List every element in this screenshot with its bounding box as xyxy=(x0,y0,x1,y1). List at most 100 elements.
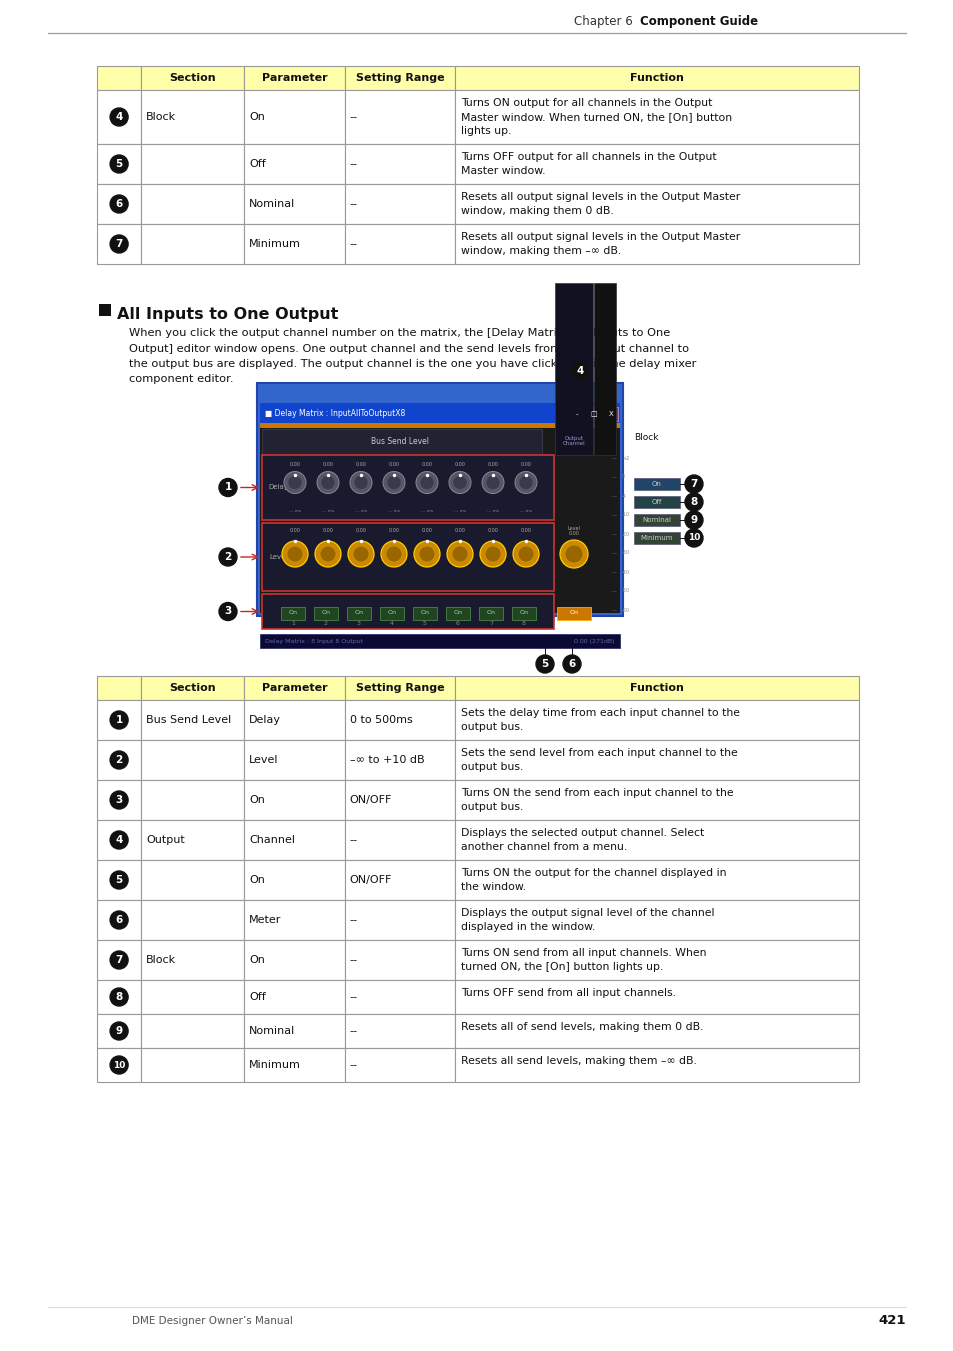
Bar xyxy=(262,430,541,455)
Bar xyxy=(244,861,344,900)
Circle shape xyxy=(316,471,338,493)
Circle shape xyxy=(284,471,306,493)
Bar xyxy=(455,184,858,224)
Circle shape xyxy=(110,871,128,889)
Text: Parameter: Parameter xyxy=(261,73,327,82)
Text: Level
0.00: Level 0.00 xyxy=(567,526,579,536)
Text: +2: +2 xyxy=(621,455,629,461)
Bar xyxy=(141,700,244,740)
Circle shape xyxy=(110,751,128,769)
Text: 0.00: 0.00 xyxy=(355,528,366,534)
Bar xyxy=(97,900,141,940)
Text: 7: 7 xyxy=(115,955,123,965)
Circle shape xyxy=(564,544,582,563)
Text: 0.00 (271dB): 0.00 (271dB) xyxy=(574,639,615,643)
Circle shape xyxy=(449,471,471,493)
Text: Turns ON send from all input channels. When: Turns ON send from all input channels. W… xyxy=(460,948,706,958)
Text: -: - xyxy=(576,411,578,417)
Text: 10: 10 xyxy=(112,1061,125,1070)
Bar xyxy=(97,184,141,224)
Text: 6: 6 xyxy=(115,199,123,209)
Text: Nominal: Nominal xyxy=(249,199,295,209)
Circle shape xyxy=(481,471,503,493)
Bar xyxy=(244,1048,344,1082)
Text: 4: 4 xyxy=(115,835,123,844)
Text: 9: 9 xyxy=(115,1025,123,1036)
Text: X: X xyxy=(608,411,613,417)
Text: ■ Delay Matrix : InputAllToOutputX8: ■ Delay Matrix : InputAllToOutputX8 xyxy=(265,408,405,417)
Bar xyxy=(244,700,344,740)
Text: Block: Block xyxy=(146,112,176,122)
Text: On: On xyxy=(249,794,265,805)
Text: –∞ to +10 dB: –∞ to +10 dB xyxy=(350,755,424,765)
Bar xyxy=(260,634,619,648)
Text: Setting Range: Setting Range xyxy=(355,684,444,693)
Bar xyxy=(141,900,244,940)
Circle shape xyxy=(517,546,534,562)
Text: displayed in the window.: displayed in the window. xyxy=(460,921,595,932)
Bar xyxy=(244,224,344,263)
Bar xyxy=(344,184,455,224)
Bar xyxy=(244,66,344,91)
Bar xyxy=(569,407,583,422)
Text: Minimum: Minimum xyxy=(249,1061,300,1070)
Bar xyxy=(260,423,619,428)
Text: 8: 8 xyxy=(521,621,525,626)
Circle shape xyxy=(314,540,340,567)
Bar xyxy=(634,513,679,526)
Text: 0.00: 0.00 xyxy=(322,462,334,467)
Text: □: □ xyxy=(590,411,597,417)
Text: Master window. When turned ON, the [On] button: Master window. When turned ON, the [On] … xyxy=(460,112,732,122)
Text: 0.00: 0.00 xyxy=(520,528,531,534)
Text: 5: 5 xyxy=(115,159,123,169)
Text: the output bus are displayed. The output channel is the one you have clicked on : the output bus are displayed. The output… xyxy=(129,359,696,369)
Text: Master window.: Master window. xyxy=(460,166,545,176)
Text: --: -- xyxy=(350,112,357,122)
Circle shape xyxy=(110,988,128,1006)
Text: 7: 7 xyxy=(690,480,697,489)
Text: Turns OFF send from all input channels.: Turns OFF send from all input channels. xyxy=(460,988,676,998)
Text: window, making them –∞ dB.: window, making them –∞ dB. xyxy=(460,246,620,255)
Text: component editor.: component editor. xyxy=(129,374,233,385)
Bar xyxy=(97,780,141,820)
Bar xyxy=(244,1015,344,1048)
Text: On: On xyxy=(249,955,265,965)
Text: -4: -4 xyxy=(621,493,626,499)
Bar xyxy=(344,861,455,900)
Text: --: -- xyxy=(350,915,357,925)
Circle shape xyxy=(350,471,372,493)
Bar xyxy=(97,66,141,91)
Circle shape xyxy=(416,471,437,493)
Text: 7: 7 xyxy=(489,621,493,626)
Text: 7: 7 xyxy=(115,239,123,249)
Text: Resets all of send levels, making them 0 dB.: Resets all of send levels, making them 0… xyxy=(460,1021,703,1032)
Circle shape xyxy=(684,493,702,511)
Text: On: On xyxy=(453,611,462,615)
Bar xyxy=(244,91,344,145)
Text: Nominal: Nominal xyxy=(249,1025,295,1036)
Text: 1: 1 xyxy=(224,482,232,493)
Bar xyxy=(344,979,455,1015)
Bar xyxy=(344,91,455,145)
Text: 4: 4 xyxy=(576,366,583,376)
Bar xyxy=(344,740,455,780)
Text: 3: 3 xyxy=(356,621,360,626)
Bar xyxy=(379,607,403,620)
Text: Minimum: Minimum xyxy=(249,239,300,249)
Text: Block: Block xyxy=(146,955,176,965)
Circle shape xyxy=(110,108,128,126)
Text: Output
Channel: Output Channel xyxy=(562,435,585,446)
Bar xyxy=(634,532,679,544)
Text: output bus.: output bus. xyxy=(460,802,523,812)
Circle shape xyxy=(110,711,128,730)
Bar xyxy=(97,91,141,145)
Text: --- ms: --- ms xyxy=(454,509,465,513)
Circle shape xyxy=(453,476,467,489)
Bar xyxy=(455,900,858,940)
Text: -40: -40 xyxy=(621,570,629,574)
Bar xyxy=(97,1048,141,1082)
Circle shape xyxy=(110,831,128,848)
Bar xyxy=(262,455,554,520)
Circle shape xyxy=(386,546,401,562)
Text: -60: -60 xyxy=(621,608,629,612)
